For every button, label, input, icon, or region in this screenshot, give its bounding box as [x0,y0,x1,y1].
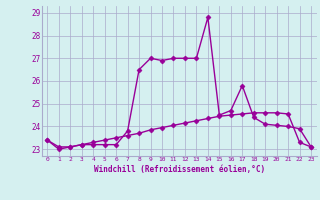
X-axis label: Windchill (Refroidissement éolien,°C): Windchill (Refroidissement éolien,°C) [94,165,265,174]
